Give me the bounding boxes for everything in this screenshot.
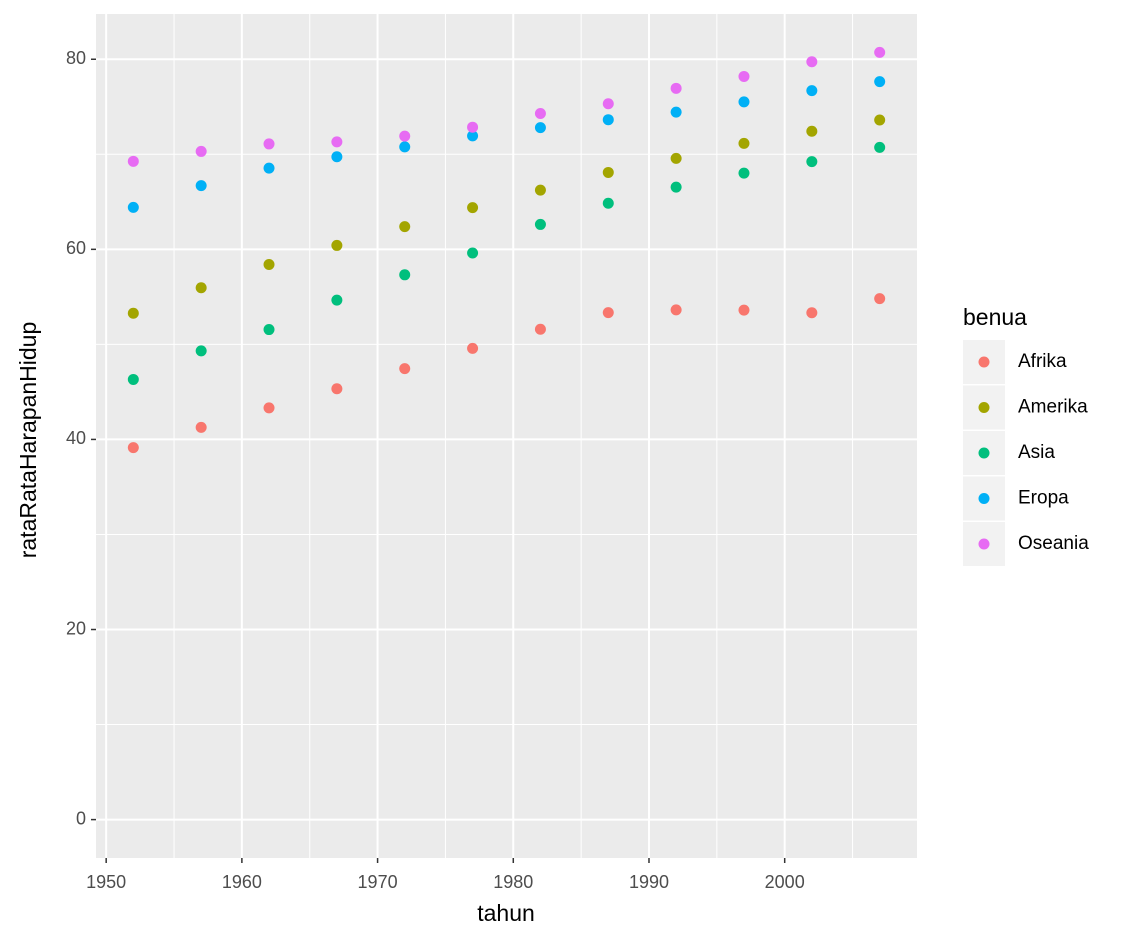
- panel-background: [96, 14, 917, 858]
- legend-label: Asia: [1018, 442, 1055, 463]
- point: [738, 304, 750, 316]
- point: [738, 137, 750, 149]
- y-tick-label: 0: [76, 808, 86, 828]
- point: [399, 141, 411, 153]
- point: [738, 70, 750, 82]
- point: [806, 125, 818, 137]
- point: [874, 293, 886, 305]
- x-tick-label: 1950: [86, 872, 126, 892]
- point: [874, 46, 886, 58]
- point: [534, 184, 546, 196]
- point: [738, 96, 750, 108]
- legend-label: Oseania: [1018, 533, 1089, 554]
- point: [127, 373, 139, 385]
- point: [331, 239, 343, 251]
- point: [602, 166, 614, 178]
- x-tick-label: 1960: [222, 872, 262, 892]
- point: [399, 130, 411, 142]
- legend-marker: [978, 402, 990, 413]
- point: [195, 180, 207, 192]
- x-tick-label: 1990: [629, 872, 669, 892]
- y-tick-label: 60: [66, 238, 86, 258]
- legend-marker: [978, 447, 990, 459]
- point: [263, 402, 275, 414]
- y-axis-title: rataRataHarapanHidup: [15, 322, 41, 559]
- point: [195, 282, 207, 294]
- point: [263, 138, 275, 150]
- y-tick-label: 40: [66, 428, 86, 448]
- point: [467, 247, 479, 259]
- point: [331, 136, 343, 148]
- point: [331, 383, 343, 395]
- point: [806, 85, 818, 97]
- point: [331, 151, 343, 163]
- point: [467, 130, 479, 142]
- legend-marker: [978, 493, 990, 504]
- point: [263, 162, 275, 174]
- legend-title: benua: [963, 304, 1027, 330]
- legend-label: Eropa: [1018, 488, 1069, 509]
- x-tick-label: 1980: [493, 872, 533, 892]
- point: [806, 156, 818, 168]
- legend-marker: [978, 356, 990, 368]
- point: [534, 108, 546, 120]
- point: [534, 218, 546, 230]
- legend-label: Amerika: [1018, 397, 1088, 418]
- legend-label: Afrika: [1018, 351, 1067, 372]
- point: [874, 114, 886, 126]
- x-axis-title: tahun: [477, 900, 535, 926]
- point: [534, 122, 546, 134]
- point: [670, 181, 682, 193]
- point: [670, 82, 682, 94]
- point: [467, 121, 479, 133]
- legend: Afrika Amerika Asia Eropa Oseania: [963, 340, 1089, 566]
- point: [602, 114, 614, 126]
- point: [467, 202, 479, 214]
- point: [399, 363, 411, 375]
- point: [670, 152, 682, 164]
- point: [127, 442, 139, 454]
- points: [127, 46, 886, 454]
- y-tick-label: 80: [66, 48, 86, 68]
- point: [874, 141, 886, 153]
- point: [602, 98, 614, 110]
- point: [670, 106, 682, 118]
- point: [670, 304, 682, 316]
- point: [602, 197, 614, 209]
- point: [738, 167, 750, 179]
- point: [195, 421, 207, 433]
- point: [127, 307, 139, 319]
- point: [467, 342, 479, 354]
- grid: [96, 14, 917, 858]
- point: [399, 269, 411, 281]
- y-tick-label: 20: [66, 618, 86, 638]
- point: [534, 323, 546, 335]
- point: [195, 345, 207, 357]
- point: [806, 307, 818, 319]
- point: [331, 294, 343, 306]
- x-tick-label: 2000: [765, 872, 805, 892]
- point: [806, 56, 818, 68]
- legend-marker: [978, 538, 990, 550]
- point: [399, 221, 411, 233]
- point: [263, 259, 275, 271]
- point: [874, 76, 886, 88]
- point: [602, 307, 614, 319]
- x-tick-label: 1970: [358, 872, 398, 892]
- point: [127, 201, 139, 213]
- point: [127, 155, 139, 167]
- point: [263, 324, 275, 336]
- point: [195, 145, 207, 157]
